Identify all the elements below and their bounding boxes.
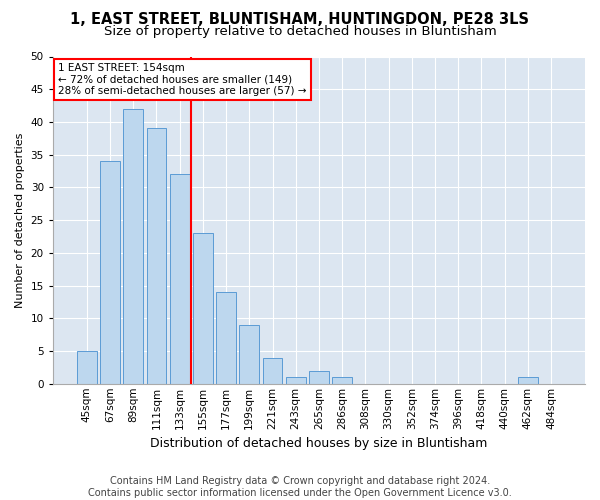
- Bar: [216, 292, 236, 384]
- Bar: [193, 233, 213, 384]
- Y-axis label: Number of detached properties: Number of detached properties: [15, 132, 25, 308]
- Bar: [170, 174, 190, 384]
- Bar: [518, 377, 538, 384]
- Bar: [77, 351, 97, 384]
- X-axis label: Distribution of detached houses by size in Bluntisham: Distribution of detached houses by size …: [150, 437, 488, 450]
- Bar: [286, 377, 305, 384]
- Bar: [309, 370, 329, 384]
- Text: Size of property relative to detached houses in Bluntisham: Size of property relative to detached ho…: [104, 25, 496, 38]
- Bar: [263, 358, 283, 384]
- Bar: [332, 377, 352, 384]
- Text: 1, EAST STREET, BLUNTISHAM, HUNTINGDON, PE28 3LS: 1, EAST STREET, BLUNTISHAM, HUNTINGDON, …: [71, 12, 530, 28]
- Bar: [239, 325, 259, 384]
- Text: Contains HM Land Registry data © Crown copyright and database right 2024.
Contai: Contains HM Land Registry data © Crown c…: [88, 476, 512, 498]
- Bar: [146, 128, 166, 384]
- Text: 1 EAST STREET: 154sqm
← 72% of detached houses are smaller (149)
28% of semi-det: 1 EAST STREET: 154sqm ← 72% of detached …: [58, 63, 307, 96]
- Bar: [100, 161, 120, 384]
- Bar: [124, 109, 143, 384]
